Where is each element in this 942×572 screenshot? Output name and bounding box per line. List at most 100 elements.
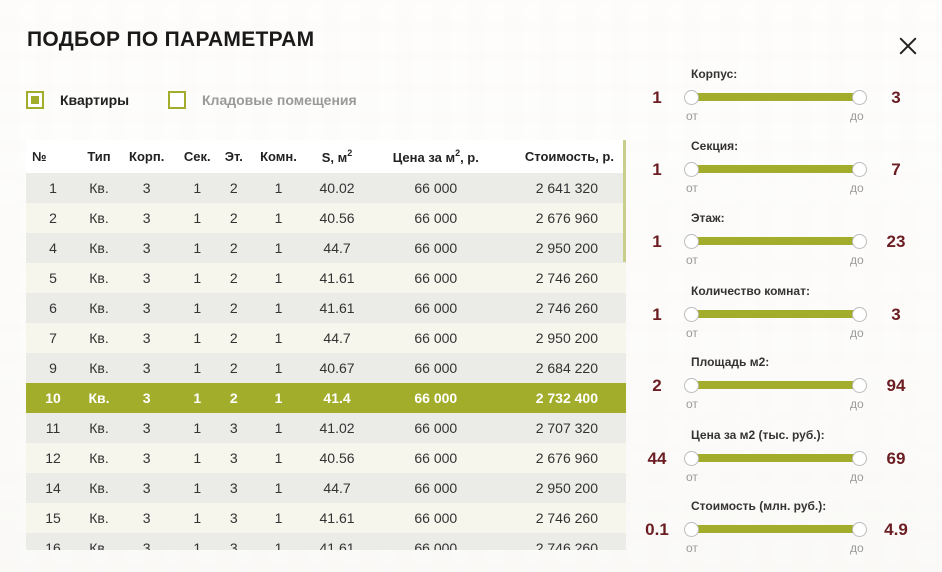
range-track[interactable] [691,454,859,462]
col-type[interactable]: Тип [80,140,118,173]
filter-max-value: 3 [891,88,901,107]
cell-section: 1 [175,443,220,473]
col-building[interactable]: Корп. [117,140,176,173]
cell-number: 14 [26,473,80,503]
filter-label: Секция: [691,139,739,153]
range-track[interactable] [691,237,859,245]
range-handle-max[interactable] [852,90,867,105]
range-handle-min[interactable] [684,234,699,249]
range-handle-min[interactable] [684,451,699,466]
range-track[interactable] [691,381,859,389]
range-from-label: от [686,541,698,555]
close-icon[interactable] [896,34,920,58]
range-handle-min[interactable] [684,522,699,537]
table-row[interactable]: 15 Кв. 3 1 3 1 41.61 66 000 2 746 260 [26,503,626,533]
range-filter[interactable]: Количество комнат: 1 3 от до [640,284,930,346]
cell-section: 1 [175,233,220,263]
table-row[interactable]: 5 Кв. 3 1 2 1 41.61 66 000 2 746 260 [26,263,626,293]
table-row[interactable]: 6 Кв. 3 1 2 1 41.61 66 000 2 746 260 [26,293,626,323]
table-row[interactable]: 11 Кв. 3 1 3 1 41.02 66 000 2 707 320 [26,413,626,443]
table-row[interactable]: 12 Кв. 3 1 3 1 40.56 66 000 2 676 960 [26,443,626,473]
range-handle-max[interactable] [852,307,867,322]
cell-cost: 2 746 260 [506,503,626,533]
col-section[interactable]: Сек. [175,140,220,173]
range-handle-max[interactable] [852,451,867,466]
range-to-label: до [850,326,864,340]
cell-cost: 2 732 400 [506,383,626,413]
range-handle-max[interactable] [852,234,867,249]
table-row[interactable]: 9 Кв. 3 1 2 1 40.67 66 000 2 684 220 [26,353,626,383]
filter-max-value: 23 [886,232,906,251]
cell-section: 1 [175,203,220,233]
filter-min-value: 1 [652,160,662,179]
cell-price: 66 000 [365,443,506,473]
col-number[interactable]: № [26,140,80,173]
cell-type: Кв. [80,323,118,353]
range-handle-min[interactable] [684,162,699,177]
cell-cost: 2 950 200 [506,233,626,263]
col-area[interactable]: S, м2 [308,140,366,173]
cell-price: 66 000 [365,263,506,293]
col-price[interactable]: Цена за м2, р. [365,140,506,173]
range-from-label: от [686,109,698,123]
filter-label: Стоимость (млн. руб.): [691,499,827,513]
range-handle-min[interactable] [684,90,699,105]
range-handle-min[interactable] [684,378,699,393]
cell-floor: 2 [219,353,249,383]
range-handle-max[interactable] [852,162,867,177]
range-from-label: от [686,470,698,484]
range-filter[interactable]: Цена за м2 (тыс. руб.): 44 69 от до [640,428,930,490]
range-handle-min[interactable] [684,307,699,322]
range-filter[interactable]: Секция: 1 7 от до [640,139,930,201]
cell-building: 3 [117,203,176,233]
range-filter[interactable]: Этаж: 1 23 от до [640,211,930,273]
filter-min-value: 1 [652,232,662,251]
apartments-table[interactable]: № Тип Корп. Сек. Эт. Комн. S, м2 Цена за… [26,140,626,550]
range-handle-max[interactable] [852,522,867,537]
cell-section: 1 [175,263,220,293]
checkbox-icon[interactable] [26,91,44,109]
range-handle-max[interactable] [852,378,867,393]
col-floor[interactable]: Эт. [219,140,249,173]
table-row[interactable]: 14 Кв. 3 1 3 1 44.7 66 000 2 950 200 [26,473,626,503]
cell-area: 41.4 [308,383,366,413]
range-track[interactable] [691,310,859,318]
checkbox-storage-rooms[interactable]: Кладовые помещения [168,91,357,109]
table-row[interactable]: 4 Кв. 3 1 2 1 44.7 66 000 2 950 200 [26,233,626,263]
cell-building: 3 [117,473,176,503]
col-rooms[interactable]: Комн. [248,140,309,173]
range-from-label: от [686,326,698,340]
table-row[interactable]: 16 Кв. 3 1 3 1 41.61 66 000 2 746 260 [26,533,626,550]
col-cost[interactable]: Стоимость, р. [506,140,626,173]
cell-type: Кв. [80,173,118,203]
checkbox-icon[interactable] [168,91,186,109]
filter-max-value: 69 [886,449,906,468]
range-track[interactable] [691,93,859,101]
cell-cost: 2 950 200 [506,323,626,353]
checkbox-apartments[interactable]: Квартиры [26,91,129,109]
cell-section: 1 [175,473,220,503]
range-filter[interactable]: Стоимость (млн. руб.): 0.1 4.9 от до [640,499,930,561]
cell-cost: 2 641 320 [506,173,626,203]
cell-area: 40.67 [308,353,366,383]
table-scrollbar[interactable] [623,140,626,262]
cell-number: 10 [26,383,80,413]
cell-floor: 3 [219,533,249,550]
table-row[interactable]: 1 Кв. 3 1 2 1 40.02 66 000 2 641 320 [26,173,626,203]
cell-price: 66 000 [365,413,506,443]
cell-area: 41.61 [308,503,366,533]
cell-area: 41.61 [308,533,366,550]
range-track[interactable] [691,165,859,173]
table-row[interactable]: 2 Кв. 3 1 2 1 40.56 66 000 2 676 960 [26,203,626,233]
range-filter[interactable]: Площадь м2: 2 94 от до [640,355,930,417]
table-row[interactable]: 7 Кв. 3 1 2 1 44.7 66 000 2 950 200 [26,323,626,353]
cell-rooms: 1 [248,293,309,323]
table-row[interactable]: 10 Кв. 3 1 2 1 41.4 66 000 2 732 400 [26,383,626,413]
filter-min-value: 2 [652,376,662,395]
cell-area: 40.56 [308,443,366,473]
range-filter[interactable]: Корпус: 1 3 от до [640,67,930,129]
range-to-label: до [850,470,864,484]
cell-rooms: 1 [248,173,309,203]
cell-area: 41.02 [308,413,366,443]
range-track[interactable] [691,525,859,533]
